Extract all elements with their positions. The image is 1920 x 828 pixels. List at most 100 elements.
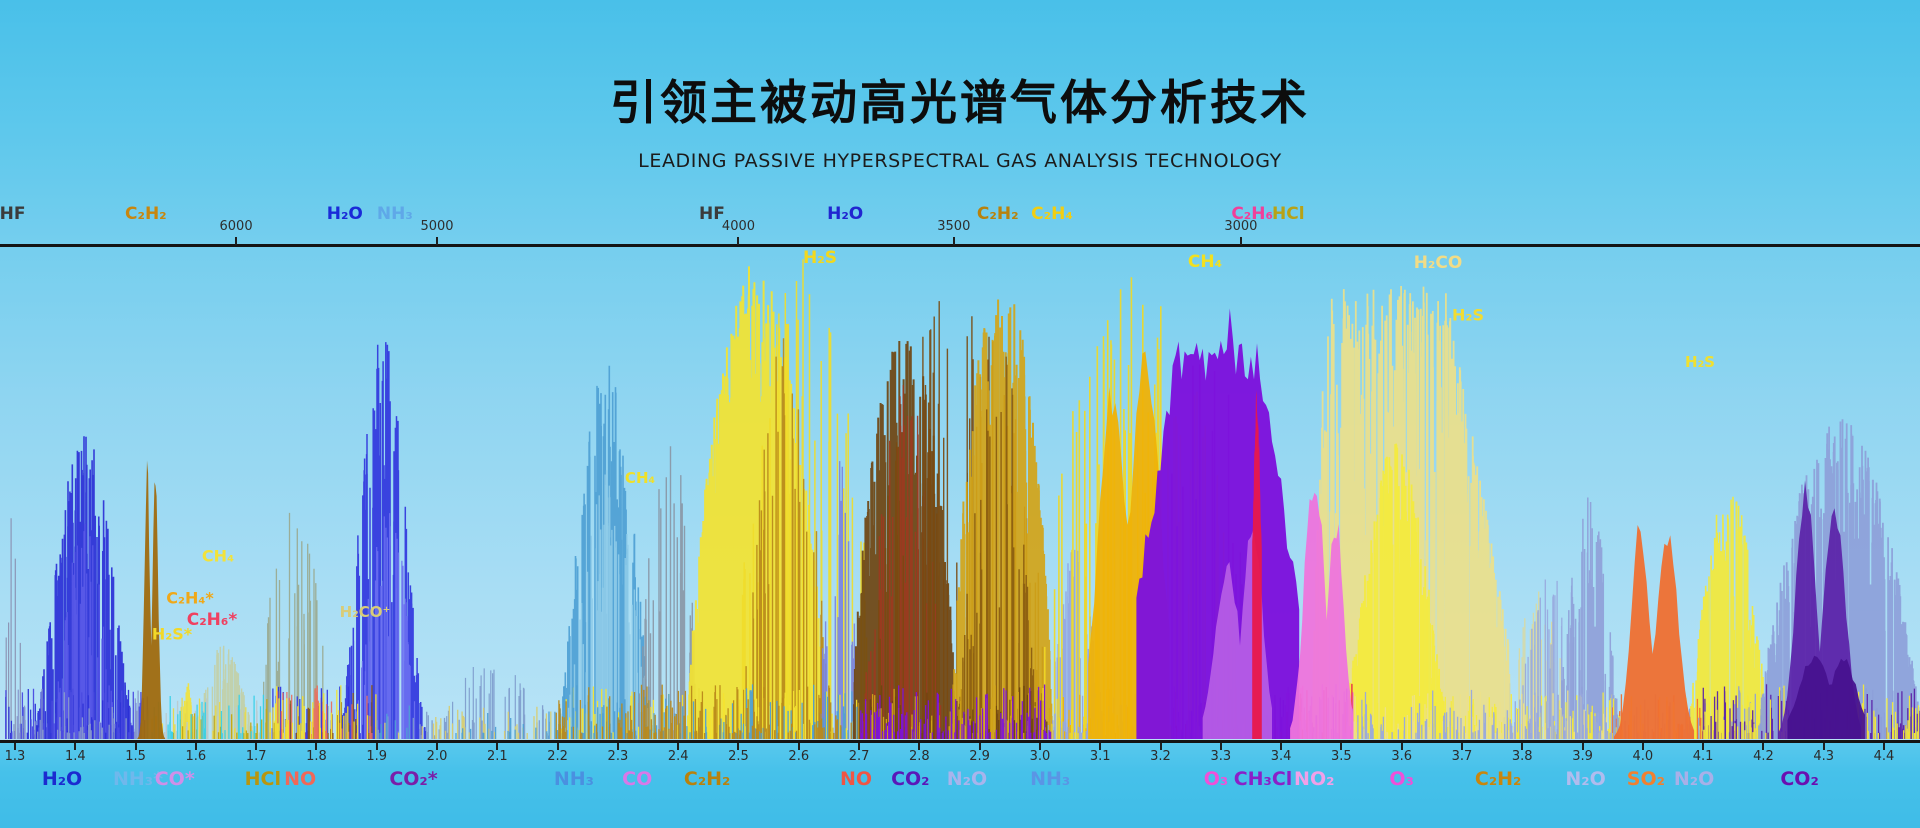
gas-label-bottom: CO₂ xyxy=(891,768,930,790)
wavelength-tick xyxy=(14,743,16,750)
wavelength-tick xyxy=(1099,743,1102,750)
spectral-band-NO2 xyxy=(1290,492,1354,739)
wavelength-tick-label: 1.6 xyxy=(185,749,207,764)
gas-label-top: H₂O xyxy=(827,204,864,224)
wavelength-tick-label: 4.2 xyxy=(1753,749,1774,764)
gas-label-inline: CH₄ xyxy=(201,546,235,566)
gas-label-bottom: NO₂ xyxy=(1294,768,1335,790)
wavelength-tick-label: 2.5 xyxy=(728,749,749,764)
wavelength-tick xyxy=(255,743,258,750)
gas-label-inline: H₂CO⁺ xyxy=(339,603,391,621)
wavelength-tick-label: 3.2 xyxy=(1150,749,1171,764)
wavelength-axis-line xyxy=(0,740,1920,743)
wavelength-tick xyxy=(1762,743,1765,750)
wavenumber-tick-label: 3500 xyxy=(937,219,971,234)
wavelength-tick xyxy=(1581,743,1584,750)
gas-label-bottom: N₂O xyxy=(1673,768,1715,790)
gas-label-inline: H₂CO xyxy=(1413,253,1463,273)
wavelength-tick-label: 1.8 xyxy=(306,749,327,764)
gas-label-top: C₂H₆ xyxy=(1231,204,1273,224)
wavelength-tick xyxy=(134,743,137,750)
gas-label-bottom: H₂O xyxy=(41,768,83,790)
gas-label-bottom: N₂O xyxy=(1565,768,1606,790)
gas-label-inline: H₂S xyxy=(1452,305,1484,325)
wavelength-tick-label: 4.0 xyxy=(1632,749,1654,764)
gas-label-bottom: CO* xyxy=(154,768,195,790)
wavelength-tick-label: 2.8 xyxy=(909,749,930,764)
gas-label-inline: C₂H₆* xyxy=(186,610,238,630)
gas-label-bottom: SO₂ xyxy=(1626,768,1665,790)
wavelength-tick-label: 2.7 xyxy=(848,749,870,764)
wavelength-tick-label: 3.8 xyxy=(1511,749,1533,764)
gas-label-inline: CH₄ xyxy=(1187,252,1223,272)
wavelength-tick xyxy=(918,743,921,750)
wavelength-tick xyxy=(556,743,559,750)
spectral-band xyxy=(1341,443,1451,739)
wavenumber-tick-label: 6000 xyxy=(219,219,253,234)
wavelength-tick xyxy=(1038,743,1041,750)
gas-label-bottom: CO xyxy=(622,768,653,790)
gas-label-inline: CH₄ xyxy=(624,469,656,487)
wavelength-tick xyxy=(1702,743,1705,750)
baseline-grass xyxy=(379,705,550,739)
spectral-band-SO2 xyxy=(1613,525,1695,739)
wavelength-tick xyxy=(1280,743,1283,750)
wavenumber-tick xyxy=(1239,237,1242,245)
spectral-band xyxy=(1787,655,1865,739)
wavelength-tick xyxy=(1641,743,1644,750)
wavelength-tick-label: 1.7 xyxy=(245,749,267,764)
wavenumber-tick-label: 5000 xyxy=(420,219,454,234)
gas-label-bottom: O₃ xyxy=(1389,768,1414,790)
wavelength-tick xyxy=(858,743,861,750)
wavelength-tick xyxy=(194,743,197,750)
wavelength-tick-label: 3.5 xyxy=(1331,749,1352,764)
gas-label-inline: H₂S* xyxy=(151,624,193,644)
gas-label-top: C₂H₂ xyxy=(125,204,167,224)
spectral-band xyxy=(1252,390,1262,739)
gas-label-bottom: NO xyxy=(284,768,317,790)
gas-label-top: C₂H₂ xyxy=(976,204,1019,224)
gas-label-bottom: C₂H₂ xyxy=(683,768,731,790)
wavelength-tick-label: 2.2 xyxy=(547,749,568,764)
baseline-grass xyxy=(13,688,144,739)
baseline-grass xyxy=(555,684,860,739)
wavenumber-axis-line xyxy=(0,244,1920,247)
axis-footer xyxy=(0,743,1920,828)
gas-label-bottom: NH₃* xyxy=(112,768,164,790)
wavelength-tick-label: 1.4 xyxy=(64,749,86,764)
spectra-plot xyxy=(5,259,1920,739)
wavelength-tick-label: 3.0 xyxy=(1029,749,1051,764)
gas-label-bottom: O₃ xyxy=(1203,768,1229,790)
wavelength-tick-label: 4.4 xyxy=(1873,749,1895,764)
gas-label-top: H₂O xyxy=(326,204,363,224)
gas-label-top: HCl xyxy=(1272,204,1305,224)
wavelength-tick xyxy=(1219,743,1222,750)
gas-label-bottom: NH₃ xyxy=(553,768,594,790)
wavelength-tick-label: 1.3 xyxy=(4,749,26,764)
wavelength-tick-label: 2.4 xyxy=(667,749,689,764)
wavelength-tick xyxy=(1159,743,1162,750)
wavelength-tick-label: 3.4 xyxy=(1270,749,1292,764)
wavenumber-tick xyxy=(737,237,740,245)
wavenumber-tick xyxy=(235,237,238,245)
gas-label-top: NH₃ xyxy=(376,204,413,224)
wavelength-tick-label: 1.9 xyxy=(366,749,388,764)
wavelength-tick-label: 2.1 xyxy=(486,749,508,764)
wavelength-tick-label: 2.3 xyxy=(607,749,629,764)
wavelength-tick xyxy=(677,743,680,750)
gas-label-bottom: CH₃Cl xyxy=(1233,768,1293,790)
spectral-band xyxy=(356,513,422,739)
gas-label-bottom: CO₂ xyxy=(1780,768,1819,790)
gas-label-top: HF xyxy=(699,204,725,224)
wavelength-tick xyxy=(496,743,499,750)
gas-label-top: HF xyxy=(0,204,26,224)
wavelength-tick-label: 2.6 xyxy=(788,749,810,764)
wavelength-tick xyxy=(1400,743,1403,750)
baseline-grass xyxy=(1357,689,1614,739)
spectral-band-C2H2 xyxy=(137,460,166,739)
wavenumber-tick xyxy=(952,237,955,245)
gas-label-bottom: NO xyxy=(840,768,873,790)
wavenumber-tick-label: 3000 xyxy=(1224,219,1258,234)
gas-label-bottom: N₂O xyxy=(946,768,988,790)
gas-label-bottom: NH₃ xyxy=(1030,768,1071,790)
